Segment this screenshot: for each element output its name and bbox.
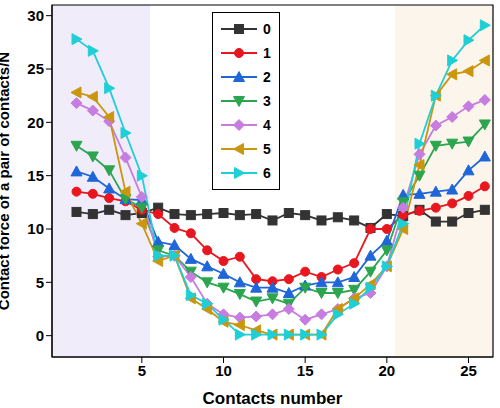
svg-text:15: 15 xyxy=(297,362,314,379)
svg-text:15: 15 xyxy=(27,167,44,184)
html-text:0: 0 xyxy=(263,21,271,37)
svg-text:Contact force of a pair of con: Contact force of a pair of contacts/N xyxy=(8,52,12,310)
svg-text:20: 20 xyxy=(27,114,44,131)
svg-text:Contacts number: Contacts number xyxy=(203,389,343,408)
svg-text:30: 30 xyxy=(27,7,44,24)
svg-text:10: 10 xyxy=(27,220,44,237)
html-text:2: 2 xyxy=(263,69,271,85)
svg-text:5: 5 xyxy=(138,362,146,379)
html-text:4: 4 xyxy=(263,117,271,133)
svg-text:0: 0 xyxy=(36,327,44,344)
svg-text:20: 20 xyxy=(378,362,395,379)
html-text:1: 1 xyxy=(263,45,271,61)
svg-text:10: 10 xyxy=(215,362,232,379)
svg-text:5: 5 xyxy=(36,274,44,291)
svg-text:25: 25 xyxy=(460,362,477,379)
html-text:3: 3 xyxy=(263,93,271,109)
html-text:6: 6 xyxy=(263,165,271,181)
svg-text:25: 25 xyxy=(27,60,44,77)
html-text:5: 5 xyxy=(263,141,271,157)
